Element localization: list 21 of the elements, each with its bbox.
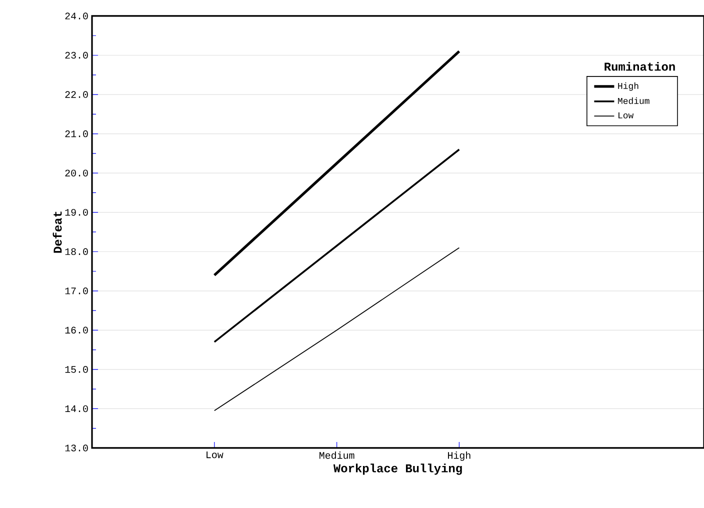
legend-label: Medium xyxy=(618,97,650,104)
y-tick-label: 19.0 xyxy=(65,208,88,216)
y-tick-label: 23.0 xyxy=(65,52,88,59)
y-tick-label: 21.0 xyxy=(65,130,88,138)
y-tick-label: 14.0 xyxy=(65,405,88,412)
legend-label: Low xyxy=(618,112,634,118)
x-axis-title: Workplace Bullying xyxy=(333,464,462,475)
y-axis-title: Defeat xyxy=(52,212,62,253)
y-tick-label: 13.0 xyxy=(65,444,88,452)
legend-label: High xyxy=(618,82,638,91)
y-tick-label: 17.0 xyxy=(65,288,88,294)
x-tick-label: Low xyxy=(206,452,224,458)
x-tick-label: High xyxy=(448,452,470,461)
y-tick-label: 20.0 xyxy=(65,170,88,176)
x-tick-label: Medium xyxy=(319,452,354,459)
y-tick-label: 15.0 xyxy=(65,366,88,373)
y-tick-label: 18.0 xyxy=(65,248,88,255)
y-tick-label: 22.0 xyxy=(65,91,88,98)
y-tick-label: 24.0 xyxy=(65,12,88,20)
y-tick-label: 16.0 xyxy=(65,326,88,334)
legend-title: Rumination xyxy=(604,62,675,71)
